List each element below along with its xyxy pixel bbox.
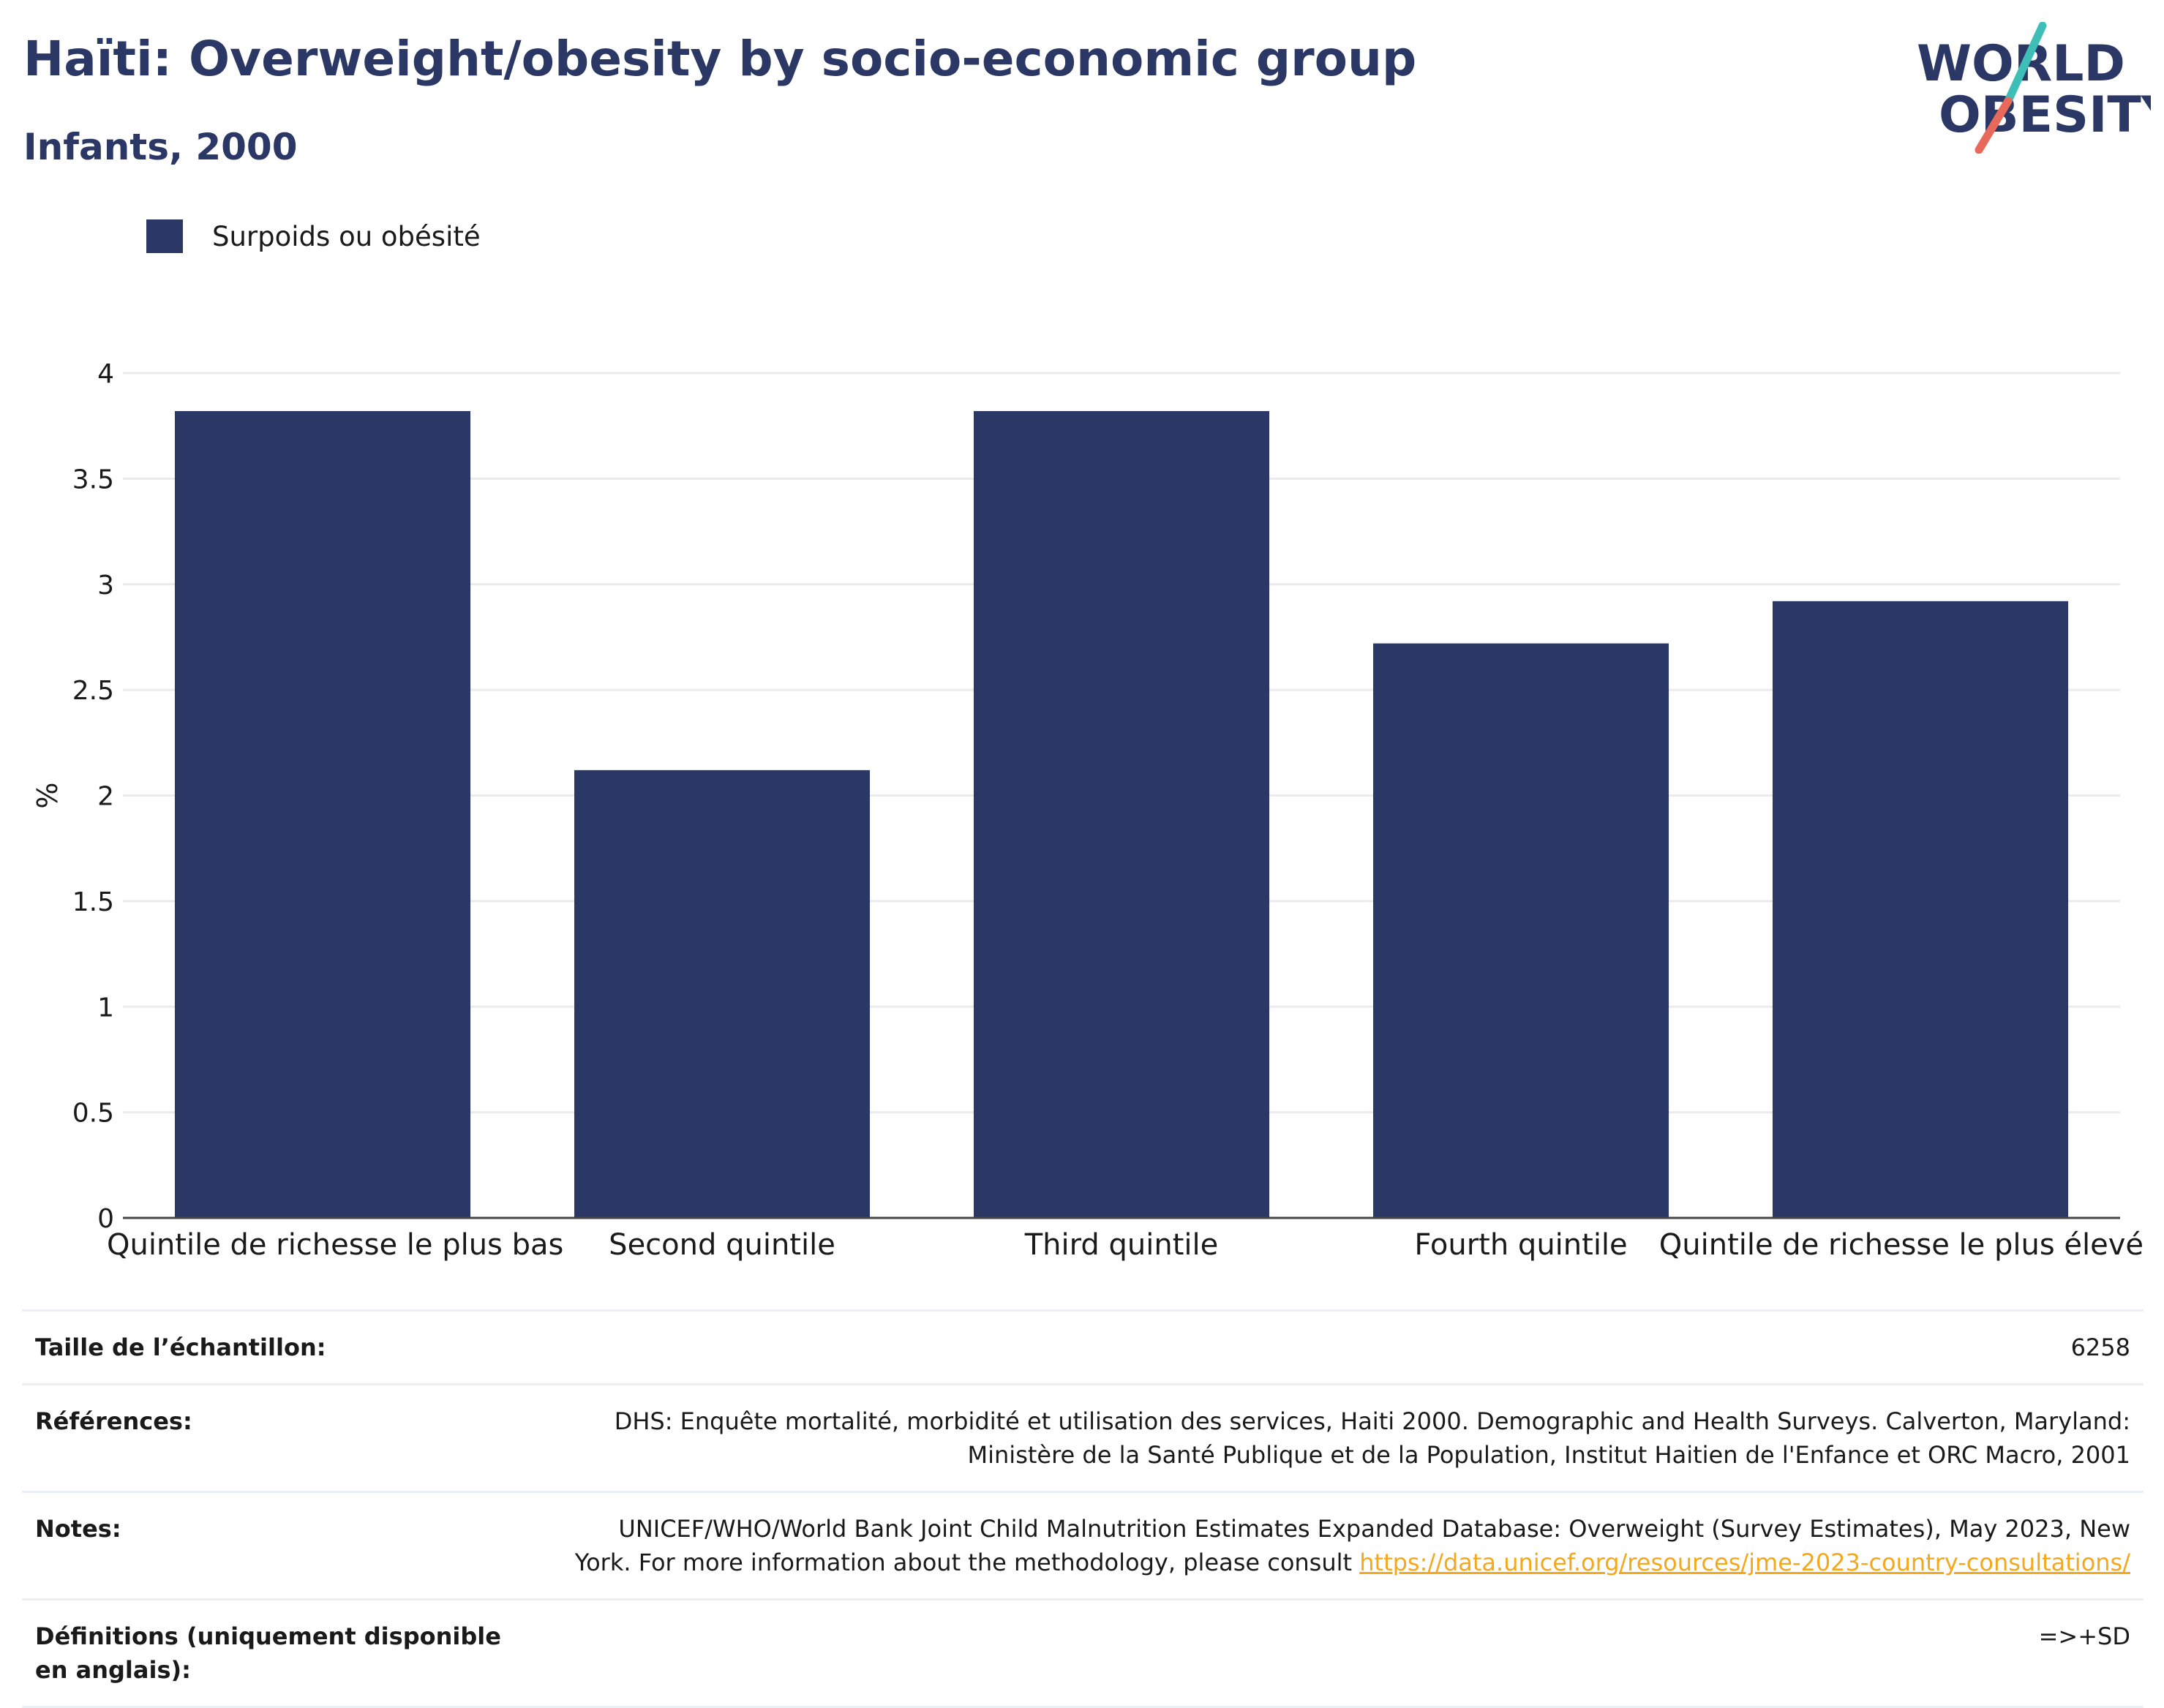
sample-size-label: Taille de l’échantillon: bbox=[35, 1333, 326, 1361]
y-tick-label: 2 bbox=[97, 782, 114, 812]
references-row: Références: DHS: Enquête mortalité, morb… bbox=[22, 1383, 2144, 1491]
x-tick-label: Fourth quintile bbox=[1414, 1228, 1627, 1262]
definitions-value: =>+SD bbox=[2038, 1622, 2130, 1650]
x-tick-label: Quintile de richesse le plus bas bbox=[107, 1228, 563, 1262]
sample-size-row: Taille de l’échantillon: 6258 bbox=[22, 1309, 2144, 1383]
y-tick-label: 0 bbox=[97, 1204, 114, 1234]
legend-swatch bbox=[146, 219, 183, 253]
bar bbox=[973, 410, 1270, 1218]
y-tick-label: 2.5 bbox=[72, 676, 114, 706]
chart-legend: Surpoids ou obésité bbox=[146, 219, 481, 253]
notes-label: Notes: bbox=[35, 1515, 121, 1543]
y-tick-label: 3 bbox=[97, 571, 114, 601]
info-table: Taille de l’échantillon: 6258 Références… bbox=[22, 1309, 2144, 1708]
x-tick-label: Quintile de richesse le plus élevé bbox=[1659, 1228, 2144, 1262]
references-label: Références: bbox=[35, 1407, 192, 1435]
page-subtitle: Infants, 2000 bbox=[23, 126, 298, 168]
legend-label: Surpoids ou obésité bbox=[212, 220, 481, 252]
y-tick-label: 0.5 bbox=[72, 1099, 114, 1129]
bar bbox=[174, 410, 471, 1218]
notes-value: UNICEF/WHO/World Bank Joint Child Malnut… bbox=[557, 1512, 2130, 1579]
logo-text-obesity: OBESITY bbox=[1939, 86, 2151, 144]
notes-text: UNICEF/WHO/World Bank Joint Child Malnut… bbox=[574, 1515, 2130, 1576]
logo-slash-teal bbox=[2004, 22, 2047, 105]
x-tick-label: Third quintile bbox=[1024, 1228, 1218, 1262]
logo-slash-coral bbox=[1975, 97, 2013, 154]
y-tick-label: 1.5 bbox=[72, 887, 114, 917]
y-tick-label: 3.5 bbox=[72, 464, 114, 494]
references-value: DHS: Enquête mortalité, morbidité et uti… bbox=[614, 1407, 2130, 1469]
bar bbox=[1772, 601, 2069, 1218]
definitions-label: Définitions (uniquement disponible en an… bbox=[35, 1622, 501, 1684]
x-tick-label: Second quintile bbox=[609, 1228, 835, 1262]
notes-row: Notes: UNICEF/WHO/World Bank Joint Child… bbox=[22, 1491, 2144, 1598]
methodology-link[interactable]: https://data.unicef.org/resources/jme-20… bbox=[1359, 1549, 2130, 1576]
definitions-row: Définitions (uniquement disponible en an… bbox=[22, 1598, 2144, 1708]
bar-chart: 0 0.5 1 1.5 2 2.5 3 3.5 4% Quintile de richesse l… bbox=[31, 359, 2144, 1262]
page-title: Haïti: Overweight/obesity by socio-econo… bbox=[23, 31, 1417, 87]
y-tick-label: 1 bbox=[97, 993, 114, 1023]
world-obesity-logo: WORLD OBESITY bbox=[1917, 22, 2151, 154]
bar bbox=[1372, 643, 1669, 1218]
y-axis-label: % bbox=[31, 782, 64, 808]
sample-size-value: 6258 bbox=[2070, 1333, 2130, 1361]
bar bbox=[574, 770, 871, 1218]
y-tick-label: 4 bbox=[97, 359, 114, 389]
